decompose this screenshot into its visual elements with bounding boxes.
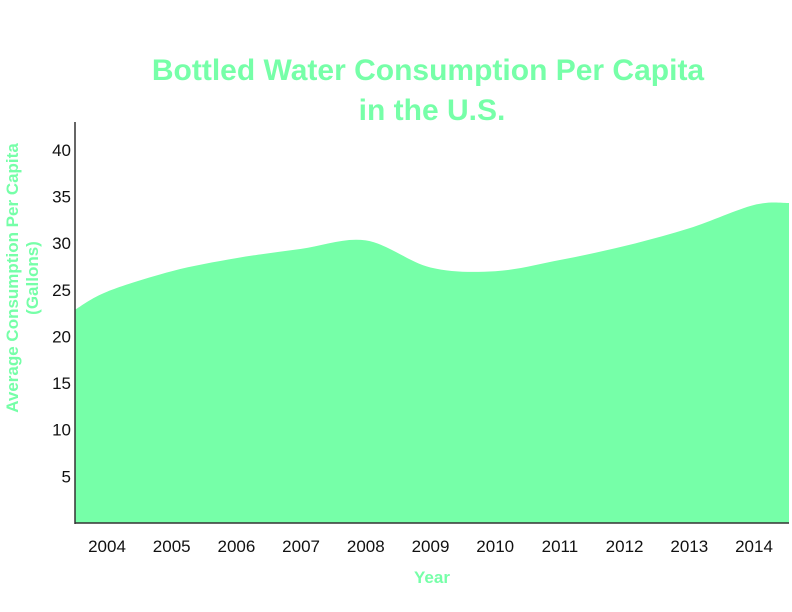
x-tick-label: 2010 [476, 537, 514, 556]
chart-title-line-2: in the U.S. [359, 94, 506, 127]
y-tick-label: 10 [52, 421, 71, 440]
y-tick-label: 5 [62, 467, 71, 486]
y-tick-label: 40 [52, 141, 71, 160]
x-axis-label: Year [414, 568, 450, 587]
x-tick-label: 2011 [542, 537, 579, 556]
y-tick-label: 30 [52, 234, 71, 253]
x-tick-label: 2006 [217, 537, 255, 556]
x-tick-label: 2013 [670, 537, 708, 556]
area-series-consumption [75, 202, 789, 524]
chart-title-line-1: Bottled Water Consumption Per Capita [152, 54, 705, 87]
x-tick-label: 2007 [282, 537, 320, 556]
x-tick-label: 2014 [735, 537, 773, 556]
x-tick-label: 2008 [347, 537, 385, 556]
y-tick-label: 15 [52, 374, 71, 393]
y-axis-label-line-1: Average Consumption Per Capita [3, 143, 22, 413]
x-tick-label: 2009 [412, 537, 450, 556]
x-tick-label: 2012 [606, 537, 644, 556]
x-tick-label: 2004 [88, 537, 126, 556]
y-axis-label-line-2: (Gallons) [23, 241, 42, 315]
y-tick-label: 35 [52, 188, 71, 207]
x-tick-label: 2005 [153, 537, 191, 556]
y-tick-label: 20 [52, 327, 71, 346]
y-tick-labels: 5 10 15 20 25 30 35 40 [52, 141, 71, 486]
y-tick-label: 25 [52, 281, 71, 300]
x-tick-labels: 2004 2005 2006 2007 2008 2009 2010 2011 2012 2013… [88, 537, 773, 556]
